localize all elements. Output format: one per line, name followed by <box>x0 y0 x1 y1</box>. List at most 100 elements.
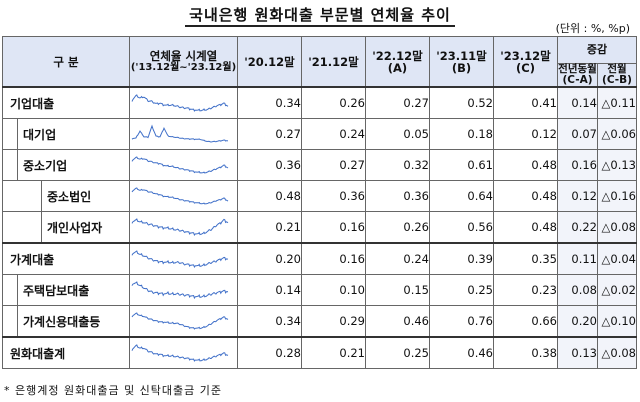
table-row: 원화대출계 0.28 0.21 0.25 0.46 0.38 0.13 △0.08 <box>2 336 637 369</box>
sparkline-cell <box>129 118 238 150</box>
row-label-cell: 대기업 <box>2 118 130 150</box>
delinquency-table: 구 분 연체율 시계열 ('13.12월~'23.12월) '20.12말 '2… <box>2 36 637 369</box>
header-change-yoy-label: 전년동월 <box>558 63 597 75</box>
header-col-2: '22.12말 (A) <box>365 36 430 88</box>
row-label: 원화대출계 <box>10 346 66 361</box>
header-spark-sub: ('13.12월~'23.12월) <box>130 61 237 73</box>
sparkline-series <box>131 344 229 362</box>
value-cell: 0.27 <box>301 149 366 181</box>
yoy-change-cell: 0.22 <box>557 211 598 244</box>
value-cell: 0.36 <box>301 180 366 212</box>
yoy-change-cell: 0.13 <box>557 336 598 369</box>
value-cell: 0.52 <box>429 86 494 119</box>
sparkline-series <box>131 156 229 174</box>
row-label-cell: 개인사업자 <box>2 211 130 244</box>
row-label-cell: 주택담보대출 <box>2 274 130 306</box>
row-label: 기업대출 <box>10 96 55 111</box>
page-title-text: 국내은행 원화대출 부문별 연체율 추이 <box>185 6 455 27</box>
value-cell: 0.32 <box>365 149 430 181</box>
value-cell: 0.48 <box>493 149 558 181</box>
value-cell: 0.26 <box>301 86 366 119</box>
table-row: 중소법인 0.48 0.36 0.36 0.64 0.48 0.12 △0.16 <box>2 180 637 212</box>
header-col-0: '20.12말 <box>237 36 302 88</box>
header-spark-label: 연체율 시계열 <box>149 48 218 63</box>
table-row: 기업대출 0.34 0.26 0.27 0.52 0.41 0.14 △0.11 <box>2 86 637 119</box>
header-change-mom: 전월 (C-B) <box>597 63 637 88</box>
value-cell: 0.25 <box>365 336 430 369</box>
value-cell: 0.34 <box>237 86 302 119</box>
page-title: 국내은행 원화대출 부문별 연체율 추이 <box>0 4 640 27</box>
yoy-change-cell: 0.07 <box>557 118 598 150</box>
row-label-cell: 원화대출계 <box>2 336 130 369</box>
value-cell: 0.36 <box>365 180 430 212</box>
value-cell: 0.25 <box>429 274 494 306</box>
sparkline-series <box>131 312 229 330</box>
value-cell: 0.27 <box>365 86 430 119</box>
sparkline-cell <box>129 149 238 181</box>
value-cell: 0.61 <box>429 149 494 181</box>
mom-change-cell: △0.13 <box>597 149 637 181</box>
value-cell: 0.24 <box>365 242 430 275</box>
sparkline-series <box>131 281 229 300</box>
value-cell: 0.35 <box>493 242 558 275</box>
value-cell: 0.29 <box>301 305 366 338</box>
value-cell: 0.23 <box>493 274 558 306</box>
header-col-1-label: '21.12말 <box>308 54 359 69</box>
row-label: 주택담보대출 <box>17 275 129 305</box>
row-label: 가계신용대출등 <box>17 306 129 336</box>
table-row: 개인사업자 0.21 0.16 0.26 0.56 0.48 0.22 △0.08 <box>2 211 637 244</box>
sparkline-series <box>131 187 229 205</box>
header-col-0-label: '20.12말 <box>244 54 295 69</box>
mom-change-cell: △0.02 <box>597 274 637 306</box>
sparkline-cell <box>129 211 238 244</box>
header-col-3-label: '23.11말 <box>436 48 487 63</box>
value-cell: 0.05 <box>365 118 430 150</box>
row-label: 중소법인 <box>41 181 129 211</box>
mom-change-cell: △0.06 <box>597 118 637 150</box>
mom-change-cell: △0.16 <box>597 180 637 212</box>
value-cell: 0.10 <box>301 274 366 306</box>
value-cell: 0.48 <box>237 180 302 212</box>
value-cell: 0.18 <box>429 118 494 150</box>
sparkline-series <box>131 124 229 143</box>
yoy-change-cell: 0.11 <box>557 242 598 275</box>
mom-change-cell: △0.11 <box>597 86 637 119</box>
value-cell: 0.16 <box>301 242 366 275</box>
header-col-4: '23.12말 (C) <box>493 36 558 88</box>
value-cell: 0.15 <box>365 274 430 306</box>
yoy-change-cell: 0.20 <box>557 305 598 338</box>
value-cell: 0.26 <box>365 211 430 244</box>
yoy-change-cell: 0.14 <box>557 86 598 119</box>
row-label-cell: 중소기업 <box>2 149 130 181</box>
table-row: 대기업 0.27 0.24 0.05 0.18 0.12 0.07 △0.06 <box>2 118 637 150</box>
sparkline-chart <box>131 218 229 237</box>
value-cell: 0.64 <box>429 180 494 212</box>
value-cell: 0.46 <box>429 336 494 369</box>
header-category: 구 분 <box>2 36 130 88</box>
value-cell: 0.24 <box>301 118 366 150</box>
unit-label: (단위 : %, %p) <box>555 22 630 35</box>
value-cell: 0.20 <box>237 242 302 275</box>
value-cell: 0.36 <box>237 149 302 181</box>
sparkline-cell <box>129 305 238 338</box>
value-cell: 0.21 <box>237 211 302 244</box>
sparkline-chart <box>131 156 229 174</box>
yoy-change-cell: 0.12 <box>557 180 598 212</box>
sparkline-cell <box>129 86 238 119</box>
row-label: 개인사업자 <box>41 212 129 242</box>
sparkline-cell <box>129 336 238 369</box>
yoy-change-cell: 0.08 <box>557 274 598 306</box>
mom-change-cell: △0.08 <box>597 211 637 244</box>
value-cell: 0.21 <box>301 336 366 369</box>
header-change-yoy: 전년동월 (C-A) <box>557 63 598 88</box>
value-cell: 0.12 <box>493 118 558 150</box>
sparkline-chart <box>131 94 229 112</box>
value-cell: 0.56 <box>429 211 494 244</box>
sparkline-chart <box>131 281 229 300</box>
header-col-4-label: '23.12말 <box>500 48 551 63</box>
value-cell: 0.46 <box>365 305 430 338</box>
header-change-yoy-sub: (C-A) <box>562 74 593 86</box>
table-row: 가계대출 0.20 0.16 0.24 0.39 0.35 0.11 △0.04 <box>2 242 637 275</box>
sparkline-series <box>131 218 229 237</box>
value-cell: 0.41 <box>493 86 558 119</box>
